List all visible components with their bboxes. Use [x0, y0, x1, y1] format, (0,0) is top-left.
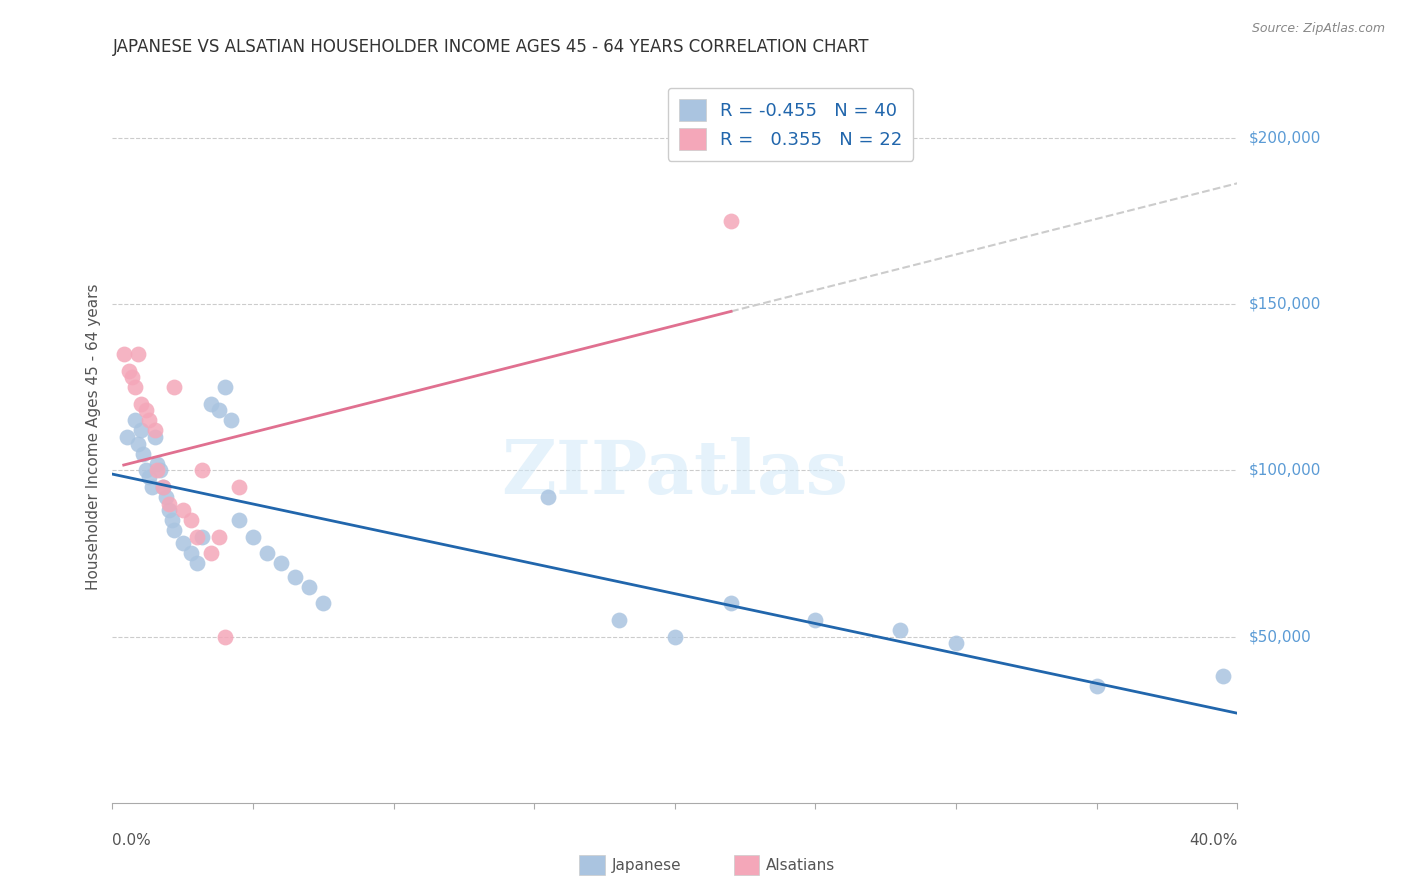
Point [152, 480, 174, 494]
Point [284, 570, 307, 584]
Text: $100,000: $100,000 [1249, 463, 1320, 478]
Point [537, 490, 560, 504]
Point [127, 347, 149, 361]
Point [172, 536, 194, 550]
Point [200, 397, 222, 411]
Point [132, 447, 155, 461]
Point [172, 503, 194, 517]
Point [146, 463, 169, 477]
Point [155, 490, 177, 504]
Point [115, 430, 138, 444]
Text: Source: ZipAtlas.com: Source: ZipAtlas.com [1251, 22, 1385, 36]
Point [138, 413, 160, 427]
Point [228, 480, 250, 494]
Point [180, 546, 202, 560]
Legend: R = -0.455   N = 40, R =   0.355   N = 22: R = -0.455 N = 40, R = 0.355 N = 22 [668, 87, 914, 161]
Point [804, 613, 827, 627]
Point [664, 630, 686, 644]
Point [607, 613, 630, 627]
Point [312, 596, 335, 610]
Point [228, 513, 250, 527]
Point [200, 546, 222, 560]
Point [214, 380, 236, 394]
Text: $200,000: $200,000 [1249, 130, 1320, 145]
Point [112, 347, 135, 361]
Point [163, 380, 186, 394]
Point [720, 214, 742, 228]
Point [208, 530, 231, 544]
Point [143, 424, 166, 438]
Point [242, 530, 264, 544]
Point [163, 523, 186, 537]
Point [1085, 680, 1108, 694]
Point [129, 424, 152, 438]
Point [298, 580, 321, 594]
Point [135, 403, 157, 417]
Text: 0.0%: 0.0% [112, 833, 152, 848]
Point [256, 546, 278, 560]
Text: Alsatians: Alsatians [766, 858, 835, 872]
Point [149, 463, 172, 477]
Text: Japanese: Japanese [612, 858, 682, 872]
Text: $150,000: $150,000 [1249, 297, 1320, 311]
Point [124, 380, 146, 394]
Point [118, 363, 141, 377]
Point [945, 636, 967, 650]
Point [146, 457, 169, 471]
Point [219, 413, 242, 427]
Point [124, 413, 146, 427]
Point [135, 463, 157, 477]
Point [138, 470, 160, 484]
Point [208, 403, 231, 417]
Point [720, 596, 742, 610]
Point [121, 370, 143, 384]
Point [127, 436, 149, 450]
Point [186, 530, 208, 544]
Point [191, 530, 214, 544]
Point [186, 557, 208, 571]
Text: ZIPatlas: ZIPatlas [502, 437, 848, 510]
Text: 40.0%: 40.0% [1189, 833, 1237, 848]
Point [1212, 669, 1234, 683]
Point [129, 397, 152, 411]
Point [270, 557, 292, 571]
Point [160, 513, 183, 527]
Point [889, 623, 911, 637]
Point [143, 430, 166, 444]
Point [157, 503, 180, 517]
Y-axis label: Householder Income Ages 45 - 64 years: Householder Income Ages 45 - 64 years [86, 284, 101, 591]
Point [157, 497, 180, 511]
Text: $50,000: $50,000 [1249, 629, 1312, 644]
Point [141, 480, 163, 494]
Text: JAPANESE VS ALSATIAN HOUSEHOLDER INCOME AGES 45 - 64 YEARS CORRELATION CHART: JAPANESE VS ALSATIAN HOUSEHOLDER INCOME … [112, 38, 869, 56]
Point [214, 630, 236, 644]
Point [180, 513, 202, 527]
Point [152, 480, 174, 494]
Point [191, 463, 214, 477]
